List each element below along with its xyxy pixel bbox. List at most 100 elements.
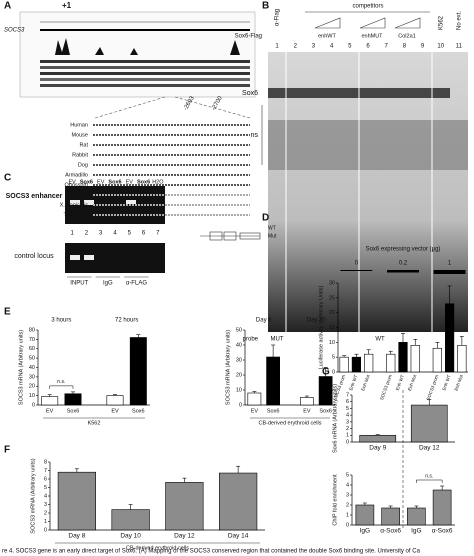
y-tick-label: 1 (346, 512, 349, 518)
bar (64, 393, 82, 406)
bar (111, 509, 150, 531)
y-tick-label: 70 (29, 337, 35, 343)
y-tick-label: 2 (346, 426, 349, 432)
bar (41, 396, 59, 406)
label: K562 (439, 15, 445, 30)
species-label: Tetraodon (64, 212, 88, 218)
y-tick-label: 30 (329, 280, 335, 286)
label: ns (251, 132, 259, 139)
label: SOCS3 enhancer (6, 193, 63, 200)
y-tick-label: 30 (29, 374, 35, 380)
label: Sox6 (242, 90, 258, 97)
y-tick-label: 4 (346, 413, 349, 419)
label: IgG (103, 281, 113, 287)
bar (351, 356, 361, 373)
group-bar (340, 270, 373, 271)
y-tick-label: 7 (44, 468, 47, 474)
x-tick-label: SOCS3 prom (426, 374, 440, 401)
group-label: 0 (355, 261, 359, 267)
x-tick-label: Day 14 (228, 533, 249, 540)
label: competitors (352, 4, 383, 10)
x-tick-label: Enh Mut (453, 373, 464, 391)
y-tick-label: 60 (29, 346, 35, 352)
gene-label: SOCS3 (4, 28, 25, 34)
label: Mut (268, 233, 277, 239)
x-tick-label: IgG (411, 528, 421, 535)
x-tick-label: Enh WT (348, 374, 358, 391)
y-tick-label: 5 (44, 485, 47, 491)
x-tick-label: Enh Mut (360, 373, 371, 391)
panel-letter: C (4, 173, 11, 184)
bar (432, 347, 442, 373)
lane-number: 4 (330, 44, 334, 50)
lane-number: 5 (348, 44, 352, 50)
lane-number: 1 (275, 44, 279, 50)
group-label: 0.2 (399, 261, 408, 267)
x-tick-label: Sox6 (67, 408, 80, 414)
label: 1 (70, 231, 74, 237)
y-tick-label: 80 (29, 327, 35, 333)
species-label: Human (70, 122, 88, 128)
y-tick-label: 0 (32, 402, 35, 408)
y-tick-label: 3 (346, 492, 349, 498)
species-label: Rat (79, 142, 88, 148)
y-tick-label: 40 (236, 342, 242, 348)
label: 7 (156, 231, 160, 237)
x-tick-label: Day 9 (369, 445, 386, 452)
y-tick-label: 6 (346, 399, 349, 405)
bar (300, 397, 314, 406)
label: Sox6 (137, 179, 150, 185)
y-axis-label: SOCS3 mRNA (Arbitrary units) (18, 330, 24, 405)
y-tick-label: 7 (346, 392, 349, 398)
lane-number: 7 (385, 44, 389, 50)
y-tick-label: 4 (346, 482, 349, 488)
group-label: Day 6 (256, 318, 272, 324)
species-label: Opossum (64, 182, 88, 188)
bar (364, 353, 374, 373)
y-tick-label: 10 (236, 387, 242, 393)
label: WT (268, 225, 276, 231)
bar (339, 356, 349, 373)
caption: re 4. SOCS3 gene is an early direct targ… (2, 549, 421, 555)
label: No ext. (457, 11, 463, 30)
y-tick-label: 1 (44, 519, 47, 525)
bar (432, 489, 452, 526)
x-tick-label: Day 12 (419, 445, 440, 452)
genome-browser (19, 11, 256, 119)
x-tick-label: Sox6 (132, 408, 145, 414)
x-tick-label: Enh WT (395, 374, 405, 391)
group-title: Sox6 expressing vector (µg) (366, 247, 441, 253)
panel-letter: D (262, 213, 269, 224)
bar (266, 356, 280, 406)
species-label: Armadillo (65, 172, 88, 178)
y-tick-label: 3 (346, 419, 349, 425)
bar (355, 504, 375, 526)
lane-number: 10 (437, 44, 444, 50)
x-tick-label: EV (251, 408, 259, 414)
y-tick-label: 50 (236, 327, 242, 333)
x-tick-label: Sox6 (267, 408, 280, 414)
y-tick-label: 2 (346, 502, 349, 508)
x-tick-label: Day 12 (174, 533, 195, 540)
y-tick-label: 8 (44, 459, 47, 465)
group-label: 72 hours (115, 318, 138, 324)
y-axis-label: SOCS3 mRNA (Arbitrary units) (225, 330, 231, 405)
y-tick-label: 0 (332, 369, 335, 375)
y-axis-label: ChIP fold enrichment (332, 474, 338, 526)
group-bar (433, 270, 466, 274)
y-tick-label: 15 (329, 325, 335, 331)
group-label: 3 hours (51, 318, 71, 324)
bar (359, 434, 397, 443)
group-label: 1 (448, 261, 452, 267)
y-tick-label: 50 (29, 356, 35, 362)
label: EV (126, 179, 134, 185)
y-tick-label: 0 (346, 439, 349, 445)
panel-letter: F (4, 445, 10, 456)
x-tick-label: Sox6 (319, 408, 332, 414)
y-axis-label: Sox6 mRNA (Arbitrary units) (332, 384, 338, 453)
bar (219, 472, 258, 531)
y-axis-label: Luciferase activity (Arbitrary Units) (318, 285, 324, 369)
lane-number: 3 (312, 44, 316, 50)
species-label: Chicken (68, 192, 88, 198)
